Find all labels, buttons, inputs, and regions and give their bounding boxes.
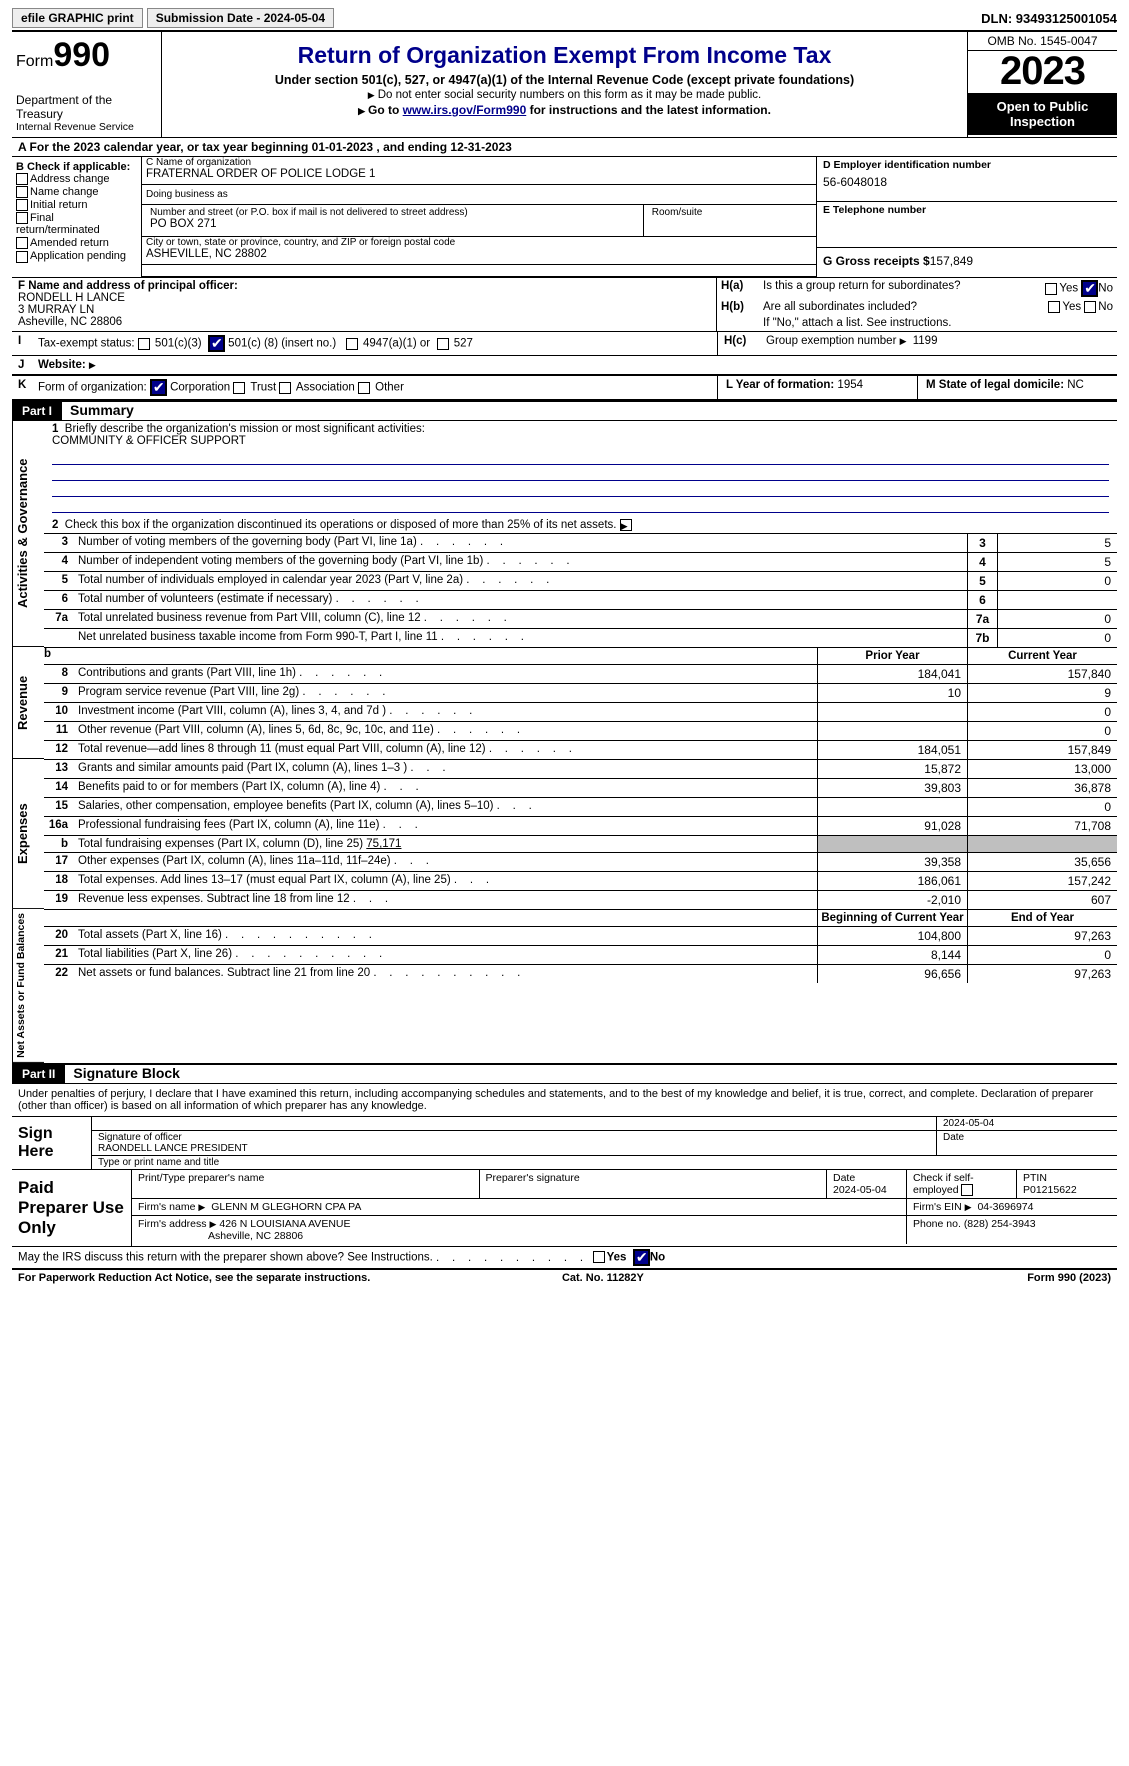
discuss-row: May the IRS discuss this return with the…	[12, 1247, 1117, 1270]
chk-other[interactable]	[358, 382, 370, 394]
revenue-label: Revenue	[12, 647, 44, 759]
city-state-zip: ASHEVILLE, NC 28802	[142, 248, 816, 264]
chk-527[interactable]	[437, 338, 449, 350]
chk-501c3[interactable]	[138, 338, 150, 350]
tax-period: A For the 2023 calendar year, or tax yea…	[12, 138, 1117, 157]
box-d-e-g: D Employer identification number 56-6048…	[817, 157, 1117, 277]
prep-date: 2024-05-04	[833, 1184, 887, 1196]
form-title: Return of Organization Exempt From Incom…	[172, 42, 957, 69]
dln-text: DLN: 93493125001054	[981, 11, 1117, 26]
sign-here-block: Sign Here 2024-05-04 Signature of office…	[12, 1116, 1117, 1169]
group-exemption-num: 1199	[913, 335, 938, 347]
chk-self-employed[interactable]	[961, 1184, 973, 1196]
chk-trust[interactable]	[233, 382, 245, 394]
box-c: C Name of organization FRATERNAL ORDER O…	[142, 157, 817, 277]
chk-amended-return[interactable]: Amended return	[16, 237, 137, 249]
firm-ein: 04-3696974	[977, 1201, 1033, 1213]
box-b: B Check if applicable: Address change Na…	[12, 157, 142, 277]
governance-label: Activities & Governance	[12, 421, 44, 647]
netassets-label: Net Assets or Fund Balances	[12, 909, 44, 1063]
chk-discuss-yes[interactable]	[593, 1251, 605, 1263]
officer-addr1: 3 MURRAY LN	[18, 304, 94, 316]
officer-addr2: Asheville, NC 28806	[18, 316, 122, 328]
chk-corporation-checked[interactable]	[150, 379, 167, 396]
form-header: Form990 Department of the Treasury Inter…	[12, 32, 1117, 138]
chk-application-pending[interactable]: Application pending	[16, 250, 137, 262]
gross-receipts: 157,849	[930, 254, 973, 268]
ha-no-checked[interactable]	[1081, 280, 1098, 297]
chk-initial-return[interactable]: Initial return	[16, 199, 137, 211]
year-formation: 1954	[837, 379, 863, 391]
ssn-note: Do not enter social security numbers on …	[172, 89, 957, 101]
chk-discuss-no-checked[interactable]	[633, 1249, 650, 1266]
form-990-page: efile GRAPHIC print Submission Date - 20…	[0, 0, 1129, 1294]
tax-year: 2023	[968, 51, 1117, 93]
entity-info-grid: B Check if applicable: Address change Na…	[12, 157, 1117, 277]
officer-name: RONDELL H LANCE	[18, 292, 125, 304]
chk-association[interactable]	[279, 382, 291, 394]
part-ii-header: Part IISignature Block	[12, 1063, 1117, 1084]
sign-date: 2024-05-04	[943, 1118, 994, 1129]
chk-name-change[interactable]: Name change	[16, 186, 137, 198]
goto-line: Go to www.irs.gov/Form990 for instructio…	[172, 103, 957, 117]
org-name: FRATERNAL ORDER OF POLICE LODGE 1	[142, 168, 816, 184]
ein-value: 56-6048018	[823, 171, 1111, 189]
firm-addr2: Asheville, NC 28806	[208, 1230, 303, 1242]
firm-addr1: 426 N LOUISIANA AVENUE	[219, 1218, 350, 1230]
ptin-value: P01215622	[1023, 1184, 1077, 1196]
expenses-label: Expenses	[12, 759, 44, 909]
officer-signature-name: RAONDELL LANCE PRESIDENT	[98, 1143, 930, 1154]
firm-phone: (828) 254-3943	[964, 1218, 1036, 1230]
mission-text: COMMUNITY & OFFICER SUPPORT	[52, 435, 246, 447]
part-i-header: Part ISummary	[12, 400, 1117, 421]
dba-name	[142, 200, 816, 204]
state-domicile: NC	[1067, 379, 1084, 391]
street-address: PO BOX 271	[146, 218, 639, 234]
firm-name: GLENN M GLEGHORN CPA PA	[211, 1201, 361, 1213]
chk-address-change[interactable]: Address change	[16, 173, 137, 185]
submission-date-button[interactable]: Submission Date - 2024-05-04	[147, 8, 334, 28]
irs-line: Internal Revenue Service	[16, 121, 157, 133]
perjury-statement: Under penalties of perjury, I declare th…	[12, 1084, 1117, 1116]
chk-discontinued[interactable]	[620, 519, 632, 531]
form-number: Form990	[16, 36, 157, 75]
paid-preparer-block: Paid Preparer Use Only Print/Type prepar…	[12, 1169, 1117, 1247]
form-subtitle: Under section 501(c), 527, or 4947(a)(1)…	[172, 73, 957, 87]
irs-link[interactable]: www.irs.gov/Form990	[403, 103, 527, 117]
chk-4947[interactable]	[346, 338, 358, 350]
efile-print-button[interactable]: efile GRAPHIC print	[12, 8, 143, 28]
dept-treasury: Department of the Treasury	[16, 93, 157, 121]
chk-final-return[interactable]: Final return/terminated	[16, 212, 137, 236]
top-button-row: efile GRAPHIC print Submission Date - 20…	[12, 8, 1117, 28]
chk-501c-checked[interactable]	[208, 335, 225, 352]
open-inspection: Open to Public Inspection	[968, 93, 1117, 135]
page-footer: For Paperwork Reduction Act Notice, see …	[12, 1270, 1117, 1286]
